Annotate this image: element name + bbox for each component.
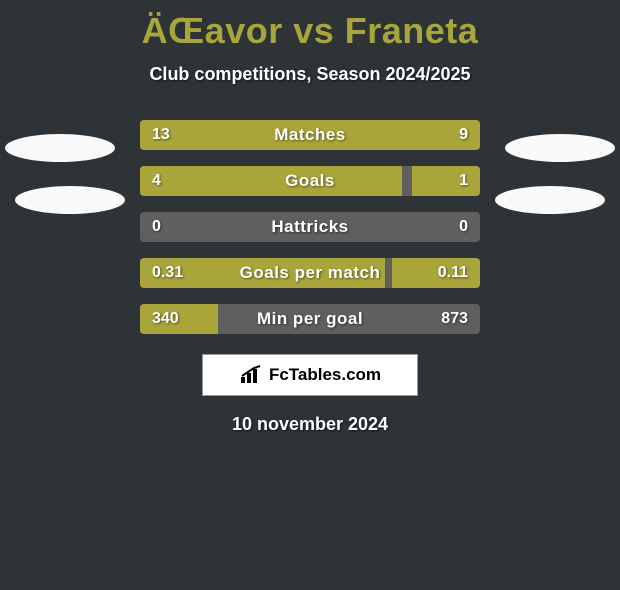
badge-text: FcTables.com (269, 365, 381, 385)
player-badge-icon (505, 134, 615, 162)
stat-value-left: 0.31 (152, 258, 183, 288)
subtitle: Club competitions, Season 2024/2025 (0, 64, 620, 85)
stat-value-right: 0.11 (438, 258, 468, 288)
stat-value-left: 13 (152, 120, 170, 150)
date-text: 10 november 2024 (0, 414, 620, 435)
player-badge-icon (15, 186, 125, 214)
stat-value-left: 340 (152, 304, 179, 334)
player-badge-icon (495, 186, 605, 214)
stat-row: Min per goal340 873 (140, 304, 480, 334)
stat-row: Goals per match0.31 0.11 (140, 258, 480, 288)
stat-row: Goals4 1 (140, 166, 480, 196)
stat-value-right: 9 (459, 120, 468, 150)
stat-row: Matches13 9 (140, 120, 480, 150)
stat-label: Goals (140, 166, 480, 196)
stat-label: Hattricks (140, 212, 480, 242)
stat-value-right: 0 (459, 212, 468, 242)
stat-value-right: 1 (459, 166, 468, 196)
stat-row: Hattricks0 0 (140, 212, 480, 242)
stat-label: Matches (140, 120, 480, 150)
stat-value-left: 4 (152, 166, 161, 196)
stat-value-right: 873 (441, 304, 468, 334)
source-badge[interactable]: FcTables.com (202, 354, 418, 396)
stat-label: Min per goal (140, 304, 480, 334)
stat-label: Goals per match (140, 258, 480, 288)
chart-icon (239, 365, 265, 385)
stat-value-left: 0 (152, 212, 161, 242)
player-badge-icon (5, 134, 115, 162)
page-title: ÄŒavor vs Franeta (0, 10, 620, 52)
